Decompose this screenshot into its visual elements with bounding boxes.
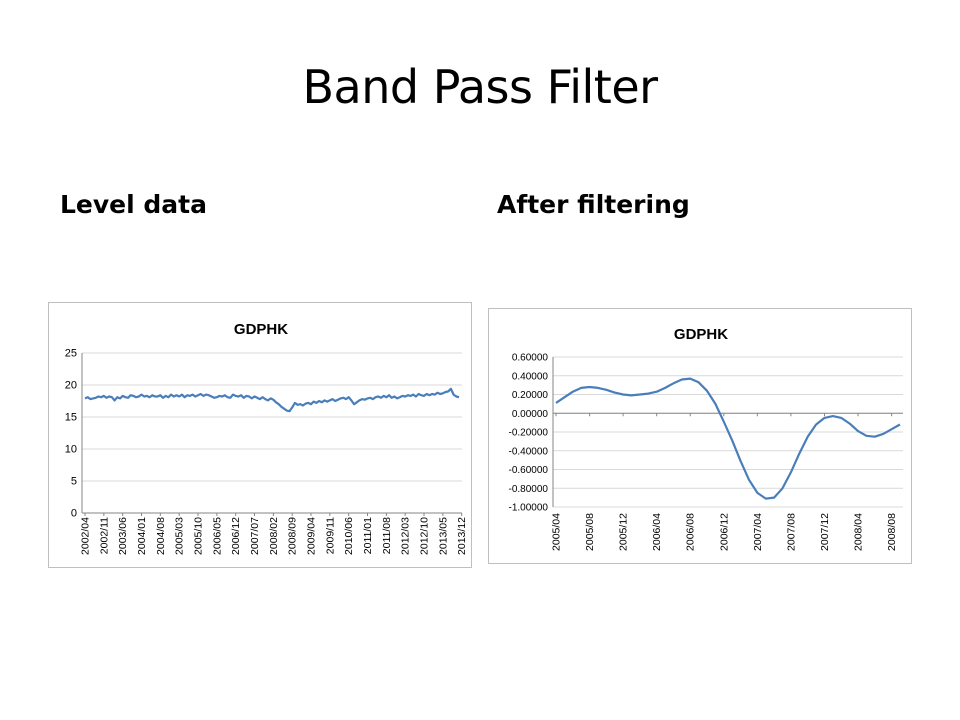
x-tick-label: 2013/05: [437, 517, 449, 555]
y-tick-label: -0.40000: [509, 446, 549, 457]
y-tick-label: 20: [65, 380, 77, 392]
x-tick-label: 2005/12: [618, 513, 630, 551]
y-tick-label: -0.60000: [509, 465, 549, 476]
y-tick-label: 5: [71, 476, 77, 488]
y-tick-label: 0.60000: [512, 353, 549, 364]
x-tick-label: 2009/04: [306, 517, 318, 555]
y-tick-label: 0.40000: [512, 371, 549, 382]
x-tick-label: 2005/08: [584, 513, 596, 551]
left-heading: Level data: [60, 190, 207, 219]
x-tick-label: 2007/12: [819, 513, 831, 551]
y-tick-label: 10: [65, 444, 77, 456]
x-tick-label: 2012/10: [419, 517, 431, 555]
x-tick-label: 2008/09: [287, 517, 299, 555]
x-tick-label: 2006/04: [651, 513, 663, 551]
chart-title: GDPHK: [234, 321, 288, 338]
y-tick-label: 15: [65, 412, 77, 424]
x-tick-label: 2006/12: [718, 513, 730, 551]
x-tick-label: 2011/08: [381, 517, 393, 554]
series-line: [555, 377, 901, 500]
y-tick-label: 0.00000: [512, 409, 549, 420]
x-tick-label: 2005/04: [551, 513, 563, 551]
x-tick-label: 2006/12: [230, 517, 242, 555]
x-tick-label: 2003/06: [117, 517, 129, 555]
y-tick-label: 25: [65, 348, 77, 360]
x-tick-label: 2008/02: [268, 517, 280, 555]
x-tick-label: 2007/04: [752, 513, 764, 551]
y-tick-label: -0.20000: [509, 428, 549, 439]
filtered-chart: GDPHK -1.00000 -0.80000 -0.60000 -0.40000 -0.…: [488, 308, 912, 564]
x-tick-label: 2011/01: [362, 517, 374, 554]
slide-title: Band Pass Filter: [302, 60, 658, 114]
x-tick-label: 2004/08: [155, 517, 167, 555]
x-tick-label: 2010/06: [343, 517, 355, 555]
y-tick-label: -1.00000: [509, 503, 549, 514]
filtered-chart-svg: GDPHK -1.00000 -0.80000 -0.60000 -0.40000 -0.…: [509, 326, 903, 551]
y-tick-label: -0.80000: [509, 484, 549, 495]
chart-title: GDPHK: [674, 326, 728, 343]
x-tick-label: 2002/04: [80, 517, 92, 555]
series-line: [84, 387, 460, 413]
x-tick-label: 2002/11: [98, 517, 110, 554]
level-data-chart-svg: GDPHK 0 5 10 15 20 25 2002/04 2002/11 2003/06 2004…: [65, 321, 468, 555]
x-tick-label: 2004/01: [136, 517, 148, 555]
y-tick-label: 0.20000: [512, 390, 549, 401]
level-data-chart: GDPHK 0 5 10 15 20 25 2002/04 2002/11 2003/06 2004…: [48, 302, 472, 568]
right-heading: After filtering: [497, 190, 690, 219]
x-tick-label: 2005/10: [193, 517, 205, 555]
y-tick-label: 0: [71, 508, 77, 520]
x-tick-label: 2007/08: [785, 513, 797, 551]
x-tick-label: 2008/04: [853, 513, 865, 551]
x-tick-label: 2008/08: [886, 513, 898, 551]
x-tick-label: 2012/03: [400, 517, 412, 555]
x-tick-label: 2013/12: [456, 517, 468, 555]
x-tick-label: 2009/11: [324, 517, 336, 554]
x-tick-label: 2007/07: [249, 517, 261, 555]
x-tick-label: 2005/03: [174, 517, 186, 555]
x-tick-label: 2006/05: [211, 517, 223, 555]
x-tick-label: 2006/08: [685, 513, 697, 551]
